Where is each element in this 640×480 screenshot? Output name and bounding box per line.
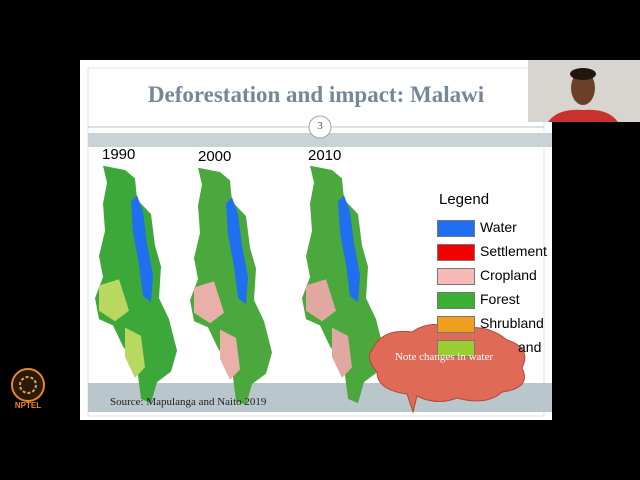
map-land (302, 165, 384, 404)
map-year: 2010 (308, 147, 342, 164)
map-land (190, 167, 272, 406)
map-year: 2000 (198, 148, 232, 165)
map-lake (226, 197, 248, 305)
logo-text: NPTEL (14, 401, 42, 410)
page-number: 3 (317, 120, 323, 132)
legend-label: and (518, 339, 542, 355)
source: Source: Mapulanga and Naito 2019 (110, 396, 267, 408)
legend-label: Settlement (480, 243, 547, 259)
band (88, 133, 552, 147)
legend-swatch (437, 220, 475, 237)
slide-frame (87, 67, 545, 417)
map-lake (131, 195, 153, 303)
legend-swatch (437, 268, 475, 285)
legend-swatch (437, 244, 475, 261)
legend-label: Cropland (480, 267, 537, 283)
legend-label: Water (480, 219, 517, 235)
map-lake (338, 195, 360, 303)
legend-swatch (437, 292, 475, 309)
legend-swatch (437, 340, 475, 357)
maps (95, 165, 384, 406)
map-year: 1990 (102, 146, 136, 163)
webcam-shirt (548, 109, 618, 122)
map-land (95, 165, 177, 404)
nptel-emblem (11, 368, 45, 402)
legend-swatch (437, 316, 475, 333)
legend-label: Forest (480, 291, 520, 307)
legend-title: Legend (439, 191, 490, 208)
map-patch (99, 279, 145, 378)
nptel-emblem-inner (19, 376, 37, 394)
page-circle (308, 115, 332, 139)
callout-cloud (368, 324, 526, 414)
map-patch (306, 279, 352, 378)
callout-text: Note changes in water (394, 351, 494, 363)
legend-label: Shrubland (480, 315, 544, 331)
webcam-hair (570, 68, 596, 80)
map-patch (194, 281, 240, 380)
webcam-face (571, 71, 595, 105)
slide-title: Deforestation and impact: Malawi (147, 82, 485, 107)
